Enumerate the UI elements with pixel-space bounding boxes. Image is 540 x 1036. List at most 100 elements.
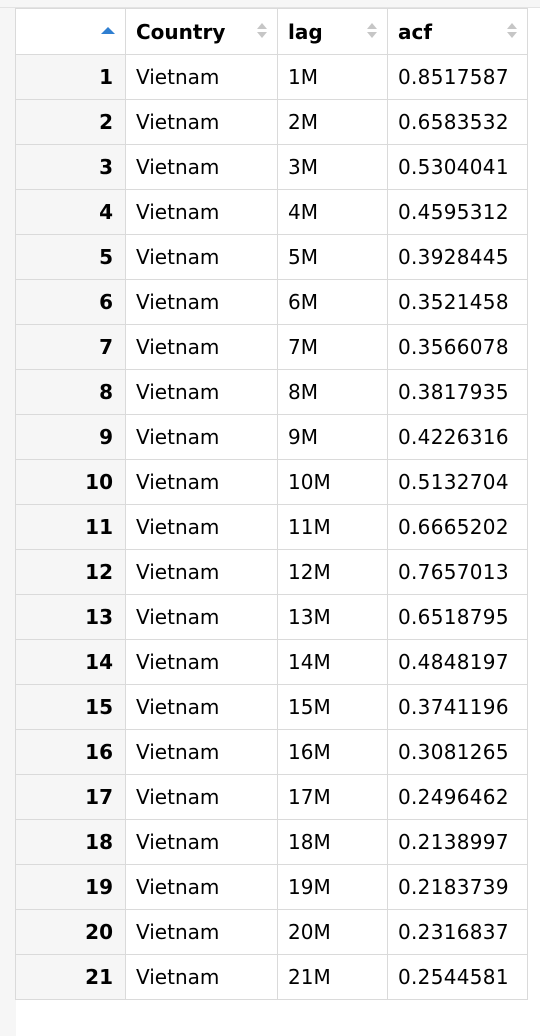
cell-country: Vietnam [125,279,278,325]
row-index: 5 [15,234,126,280]
table-row: 5 Vietnam 5M 0.3928445 [15,234,528,280]
row-index: 2 [15,99,126,145]
table-body: 1 Vietnam 1M 0.8517587 2 Vietnam 2M 0.6583532 3 V… [15,54,528,1000]
row-index: 20 [15,909,126,955]
cell-lag: 12M [277,549,388,595]
cell-acf: 0.4595312 [387,189,528,235]
cell-country: Vietnam [125,639,278,685]
cell-lag: 6M [277,279,388,325]
cell-acf: 0.3817935 [387,369,528,415]
row-index: 7 [15,324,126,370]
row-index: 19 [15,864,126,910]
cell-acf: 0.4226316 [387,414,528,460]
cell-country: Vietnam [125,954,278,1000]
table-row: 17 Vietnam 17M 0.2496462 [15,774,528,820]
table-row: 14 Vietnam 14M 0.4848197 [15,639,528,685]
table-row: 13 Vietnam 13M 0.6518795 [15,594,528,640]
cell-country: Vietnam [125,909,278,955]
table-row: 7 Vietnam 7M 0.3566078 [15,324,528,370]
cell-country: Vietnam [125,549,278,595]
row-index: 16 [15,729,126,775]
row-index: 11 [15,504,126,550]
cell-acf: 0.3566078 [387,324,528,370]
row-index: 18 [15,819,126,865]
cell-country: Vietnam [125,99,278,145]
cell-lag: 8M [277,369,388,415]
cell-lag: 20M [277,909,388,955]
left-gutter [0,8,16,1036]
cell-acf: 0.3081265 [387,729,528,775]
table-row: 12 Vietnam 12M 0.7657013 [15,549,528,595]
cell-country: Vietnam [125,504,278,550]
cell-country: Vietnam [125,144,278,190]
cell-lag: 15M [277,684,388,730]
column-header-country[interactable]: Country [125,8,278,55]
sort-both-icon[interactable] [507,22,517,40]
cell-acf: 0.3741196 [387,684,528,730]
column-header-acf[interactable]: acf [387,8,528,55]
table-row: 19 Vietnam 19M 0.2183739 [15,864,528,910]
cell-lag: 19M [277,864,388,910]
cell-lag: 4M [277,189,388,235]
row-index: 1 [15,54,126,100]
row-index: 12 [15,549,126,595]
row-index: 4 [15,189,126,235]
cell-acf: 0.2544581 [387,954,528,1000]
cell-lag: 18M [277,819,388,865]
cell-country: Vietnam [125,234,278,280]
row-index: 21 [15,954,126,1000]
sort-both-icon[interactable] [257,22,267,40]
cell-acf: 0.2183739 [387,864,528,910]
table-row: 11 Vietnam 11M 0.6665202 [15,504,528,550]
cell-country: Vietnam [125,54,278,100]
cell-acf: 0.7657013 [387,549,528,595]
sort-ascending-icon[interactable] [101,26,115,34]
column-header-label: lag [288,19,323,44]
cell-country: Vietnam [125,594,278,640]
column-header-lag[interactable]: lag [277,8,388,55]
table-row: 6 Vietnam 6M 0.3521458 [15,279,528,325]
table-row: 1 Vietnam 1M 0.8517587 [15,54,528,100]
cell-acf: 0.5132704 [387,459,528,505]
index-header[interactable] [15,8,126,55]
toolbar-strip [0,0,540,8]
cell-lag: 9M [277,414,388,460]
cell-lag: 5M [277,234,388,280]
table-row: 16 Vietnam 16M 0.3081265 [15,729,528,775]
table-row: 3 Vietnam 3M 0.5304041 [15,144,528,190]
cell-acf: 0.2496462 [387,774,528,820]
cell-acf: 0.6665202 [387,504,528,550]
cell-lag: 1M [277,54,388,100]
cell-lag: 13M [277,594,388,640]
cell-acf: 0.8517587 [387,54,528,100]
table-row: 20 Vietnam 20M 0.2316837 [15,909,528,955]
table-row: 15 Vietnam 15M 0.3741196 [15,684,528,730]
row-index: 8 [15,369,126,415]
cell-country: Vietnam [125,864,278,910]
cell-lag: 2M [277,99,388,145]
cell-country: Vietnam [125,774,278,820]
cell-lag: 16M [277,729,388,775]
row-index: 13 [15,594,126,640]
data-table: Country lag acf 1 Vietnam 1M 0.8517587 2 Viet… [15,8,528,1000]
table-row: 21 Vietnam 21M 0.2544581 [15,954,528,1000]
cell-country: Vietnam [125,324,278,370]
cell-acf: 0.6518795 [387,594,528,640]
cell-acf: 0.4848197 [387,639,528,685]
table-row: 9 Vietnam 9M 0.4226316 [15,414,528,460]
row-index: 10 [15,459,126,505]
row-index: 6 [15,279,126,325]
cell-lag: 14M [277,639,388,685]
cell-country: Vietnam [125,369,278,415]
sort-both-icon[interactable] [367,22,377,40]
cell-acf: 0.3928445 [387,234,528,280]
cell-country: Vietnam [125,189,278,235]
cell-country: Vietnam [125,729,278,775]
row-index: 3 [15,144,126,190]
cell-lag: 17M [277,774,388,820]
row-index: 15 [15,684,126,730]
cell-acf: 0.2138997 [387,819,528,865]
cell-lag: 21M [277,954,388,1000]
cell-country: Vietnam [125,414,278,460]
